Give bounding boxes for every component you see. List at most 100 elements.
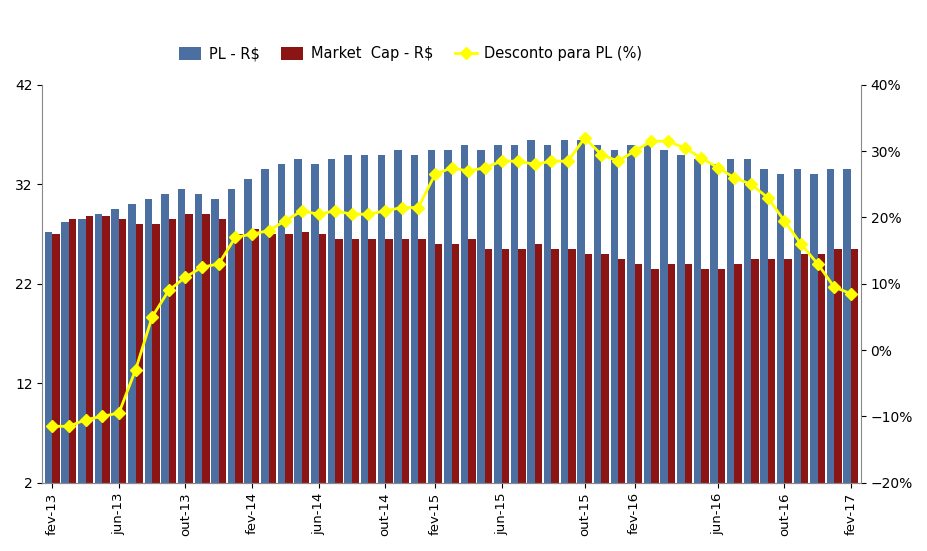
Desconto para PL (%) [329,208,340,214]
Bar [543,144,551,483]
Bar [684,264,692,483]
Bar [643,144,651,483]
Desconto para PL (%) [379,208,390,214]
Desconto para PL (%) [761,195,772,201]
Bar [693,159,701,483]
Bar [351,239,359,483]
Bar [517,249,525,483]
Bar [767,259,774,483]
Bar [169,219,176,483]
Desconto para PL (%) [446,164,457,171]
Desconto para PL (%) [113,410,124,417]
Desconto para PL (%) [562,158,573,164]
Bar [244,180,252,483]
Desconto para PL (%) [312,211,324,218]
Desconto para PL (%) [262,228,273,234]
Bar [294,159,301,483]
Bar [733,264,742,483]
Bar [102,216,109,483]
Bar [783,259,791,483]
Desconto para PL (%) [213,261,224,267]
Desconto para PL (%) [96,413,108,420]
Bar [667,264,675,483]
Bar [485,249,492,483]
Bar [476,149,485,483]
Bar [285,234,292,483]
Bar [277,164,285,483]
Bar [335,239,342,483]
Desconto para PL (%) [512,158,523,164]
Desconto para PL (%) [463,168,474,174]
Bar [152,224,159,483]
Bar [750,259,757,483]
Bar [211,199,219,483]
Desconto para PL (%) [695,154,706,161]
Desconto para PL (%) [545,158,556,164]
Desconto para PL (%) [495,158,506,164]
Bar [584,254,591,483]
Bar [809,175,817,483]
Bar [451,244,459,483]
Desconto para PL (%) [396,204,407,211]
Desconto para PL (%) [130,366,141,373]
Bar [318,234,325,483]
Bar [145,199,152,483]
Desconto para PL (%) [346,211,357,218]
Desconto para PL (%) [794,241,806,247]
Bar [235,234,243,483]
Bar [418,239,425,483]
Desconto para PL (%) [247,231,258,237]
Bar [268,234,276,483]
Desconto para PL (%) [163,287,174,294]
Desconto para PL (%) [595,151,606,158]
Desconto para PL (%) [296,208,307,214]
Bar [135,224,143,483]
Bar [260,169,268,483]
Bar [327,159,335,483]
Desconto para PL (%) [413,204,424,211]
Bar [119,219,126,483]
Desconto para PL (%) [662,138,673,144]
Bar [178,190,185,483]
Desconto para PL (%) [63,423,74,430]
Desconto para PL (%) [679,144,690,151]
Bar [567,249,575,483]
Desconto para PL (%) [230,234,241,241]
Bar [377,154,385,483]
Bar [510,144,517,483]
Bar [195,195,202,483]
Desconto para PL (%) [479,164,490,171]
Bar [534,244,541,483]
Bar [793,169,800,483]
Desconto para PL (%) [146,314,158,320]
Bar [709,164,717,483]
Bar [501,249,509,483]
Desconto para PL (%) [728,175,739,181]
Bar [252,229,260,483]
Bar [634,264,641,483]
Desconto para PL (%) [744,181,756,188]
Desconto para PL (%) [612,158,623,164]
Bar [95,214,102,483]
Bar [128,204,135,483]
Bar [833,249,841,483]
Desconto para PL (%) [180,274,191,280]
Bar [826,169,833,483]
Bar [202,214,210,483]
Bar [228,190,235,483]
Desconto para PL (%) [828,284,839,290]
Bar [843,169,850,483]
Bar [776,175,783,483]
Bar [726,159,733,483]
Bar [759,169,767,483]
Bar [78,219,85,483]
Bar [52,234,59,483]
Bar [161,195,169,483]
Bar [411,154,418,483]
Bar [85,216,93,483]
Bar [800,254,807,483]
Bar [111,209,119,483]
Bar [627,144,634,483]
Desconto para PL (%) [362,211,374,218]
Bar [311,164,318,483]
